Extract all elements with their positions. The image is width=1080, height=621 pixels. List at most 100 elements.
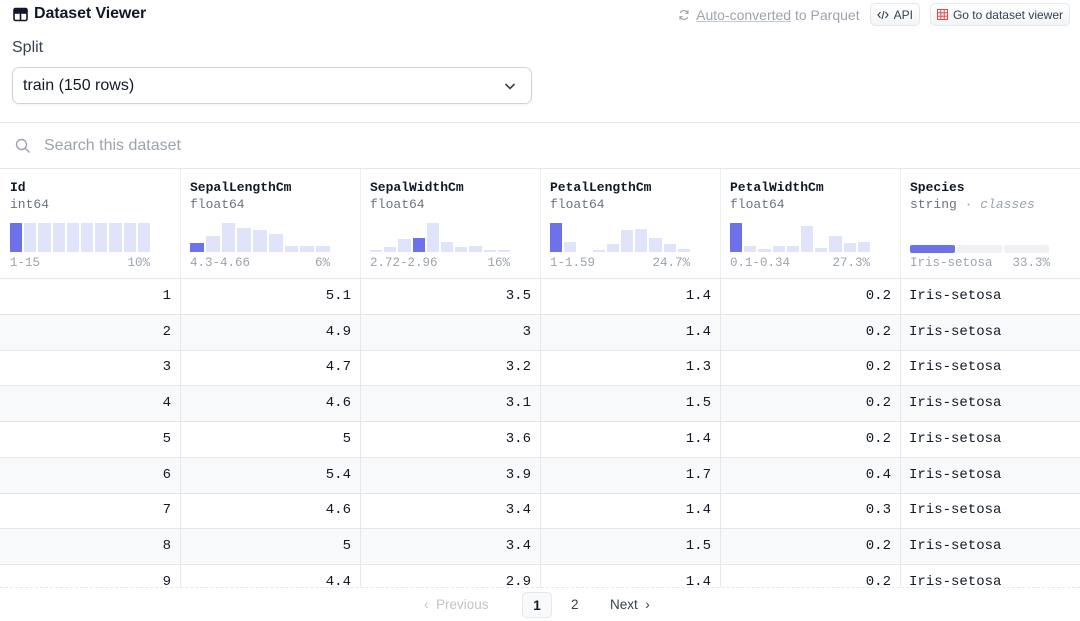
table-cell-sepallengthcm[interactable]: 5.4 (180, 457, 361, 493)
table-cell-sepallengthcm[interactable]: 4.4 (180, 564, 361, 589)
histogram-bar[interactable] (300, 246, 315, 252)
table-cell-species[interactable]: Iris-setosa (909, 537, 1002, 554)
table-cell-petallengthcm[interactable]: 1.5 (540, 528, 721, 564)
table-cell-id[interactable]: 6 (0, 457, 181, 493)
table-cell-sepallengthcm[interactable]: 4.6 (180, 386, 361, 422)
go-to-dataset-viewer-button[interactable]: Go to dataset viewer (929, 3, 1070, 26)
table-cell-species[interactable]: Iris-setosa (909, 288, 1002, 304)
histogram-bar[interactable] (815, 247, 828, 252)
table-cell-sepallengthcm[interactable]: 5 (180, 528, 361, 564)
table-cell-sepallengthcm[interactable]: 4.7 (180, 350, 361, 386)
table-row[interactable]: 4 4.6 3.1 1.5 0.2 Iris-setosa (0, 386, 1080, 423)
table-cell-petalwidthcm[interactable]: 0.3 (720, 493, 901, 529)
histogram-bar[interactable] (412, 238, 425, 252)
class-segment[interactable] (1004, 245, 1049, 253)
histogram-bar[interactable] (469, 246, 482, 252)
column-header-id[interactable]: Id int64 1-15 10% (0, 169, 180, 278)
table-cell-species[interactable]: Iris-setosa (909, 359, 1002, 376)
histogram-bar[interactable] (857, 242, 870, 252)
histogram-bar[interactable] (758, 249, 771, 252)
table-row[interactable]: 3 4.7 3.2 1.3 0.2 Iris-setosa (0, 350, 1080, 387)
histogram-bar[interactable] (66, 223, 79, 252)
table-row[interactable]: 8 5 3.4 1.5 0.2 Iris-setosa (0, 528, 1080, 565)
table-cell-species[interactable]: Iris-setosa (909, 573, 1002, 589)
histogram-bar[interactable] (730, 223, 743, 252)
table-cell-petallengthcm[interactable]: 1.4 (540, 279, 721, 314)
table-cell-id[interactable]: 7 (0, 493, 181, 529)
table-cell-species[interactable]: Iris-setosa (909, 395, 1002, 412)
histogram-bar[interactable] (316, 245, 330, 252)
table-cell-petallengthcm[interactable]: 1.4 (540, 314, 721, 350)
histogram-bar[interactable] (109, 223, 122, 252)
table-row[interactable]: 2 4.9 3 1.4 0.2 Iris-setosa (0, 314, 1080, 351)
histogram-bar[interactable] (564, 241, 577, 252)
histogram-bar[interactable] (384, 246, 397, 252)
table-cell-id[interactable]: 1 (0, 279, 181, 314)
histogram-bar[interactable] (237, 228, 252, 252)
histogram-bar[interactable] (95, 223, 108, 252)
table-cell-sepallengthcm[interactable]: 5 (180, 421, 361, 457)
table-cell-id[interactable]: 3 (0, 350, 181, 386)
table-cell-sepalwidthcm[interactable]: 3.4 (360, 528, 541, 564)
table-cell-sepalwidthcm[interactable]: 3.6 (360, 421, 541, 457)
next-page-button[interactable]: Next › (610, 592, 650, 618)
table-cell-petallengthcm[interactable]: 1.4 (540, 493, 721, 529)
histogram-bar[interactable] (221, 223, 236, 252)
histogram-bar[interactable] (843, 243, 856, 252)
column-histogram[interactable] (370, 219, 510, 252)
histogram-bar[interactable] (253, 230, 267, 252)
table-row[interactable]: 5 5 3.6 1.4 0.2 Iris-setosa (0, 421, 1080, 458)
table-cell-sepallengthcm[interactable]: 4.6 (180, 493, 361, 529)
histogram-bar[interactable] (441, 241, 454, 252)
histogram-bar[interactable] (426, 223, 439, 252)
table-cell-petallengthcm[interactable]: 1.4 (540, 564, 721, 589)
histogram-bar[interactable] (592, 250, 605, 252)
column-header-petallengthcm[interactable]: PetalLengthCm float64 1-1.59 24.7% (540, 169, 720, 278)
table-cell-sepalwidthcm[interactable]: 3.1 (360, 386, 541, 422)
table-cell-id[interactable]: 4 (0, 386, 181, 422)
histogram-bar[interactable] (370, 249, 383, 252)
histogram-bar[interactable] (455, 246, 468, 252)
column-histogram[interactable] (550, 219, 690, 252)
histogram-bar[interactable] (829, 236, 842, 252)
table-cell-sepalwidthcm[interactable]: 3.5 (360, 279, 541, 314)
auto-converted-link[interactable]: Auto-converted (696, 6, 792, 23)
table-row[interactable]: 7 4.6 3.4 1.4 0.3 Iris-setosa (0, 493, 1080, 530)
column-histogram[interactable] (10, 219, 150, 252)
column-histogram[interactable] (190, 219, 330, 252)
histogram-bar[interactable] (284, 246, 299, 252)
histogram-bar[interactable] (137, 223, 150, 252)
table-cell-petalwidthcm[interactable]: 0.2 (720, 314, 901, 350)
table-cell-sepalwidthcm[interactable]: 3.4 (360, 493, 541, 529)
api-button[interactable]: API (869, 3, 920, 26)
table-cell-sepallengthcm[interactable]: 4.9 (180, 314, 361, 350)
histogram-bar[interactable] (744, 246, 757, 252)
column-histogram[interactable] (730, 219, 870, 252)
histogram-bar[interactable] (81, 223, 94, 252)
table-cell-petalwidthcm[interactable]: 0.2 (720, 564, 901, 589)
histogram-bar[interactable] (677, 248, 690, 252)
histogram-bar[interactable] (190, 242, 204, 252)
table-cell-petallengthcm[interactable]: 1.5 (540, 386, 721, 422)
histogram-bar[interactable] (663, 243, 676, 252)
table-cell-petallengthcm[interactable]: 1.7 (540, 457, 721, 493)
class-segment[interactable] (957, 245, 1002, 253)
page-1-button[interactable]: 1 (522, 592, 552, 618)
table-cell-species[interactable]: Iris-setosa (909, 430, 1002, 447)
histogram-bar[interactable] (483, 250, 496, 252)
histogram-bar[interactable] (550, 223, 563, 252)
table-cell-species[interactable]: Iris-setosa (909, 323, 1002, 340)
histogram-bar[interactable] (497, 250, 510, 252)
table-cell-id[interactable]: 5 (0, 421, 181, 457)
class-segment[interactable] (910, 245, 955, 253)
table-cell-petalwidthcm[interactable]: 0.2 (720, 279, 901, 314)
table-cell-petalwidthcm[interactable]: 0.2 (720, 386, 901, 422)
column-header-petalwidthcm[interactable]: PetalWidthCm float64 0.1-0.34 27.3% (720, 169, 900, 278)
table-cell-petalwidthcm[interactable]: 0.2 (720, 421, 901, 457)
table-cell-petallengthcm[interactable]: 1.4 (540, 421, 721, 457)
table-cell-petallengthcm[interactable]: 1.3 (540, 350, 721, 386)
table-cell-sepalwidthcm[interactable]: 2.9 (360, 564, 541, 589)
table-row[interactable]: 1 5.1 3.5 1.4 0.2 Iris-setosa (0, 279, 1080, 315)
table-cell-petalwidthcm[interactable]: 0.2 (720, 350, 901, 386)
histogram-bar[interactable] (772, 246, 785, 252)
